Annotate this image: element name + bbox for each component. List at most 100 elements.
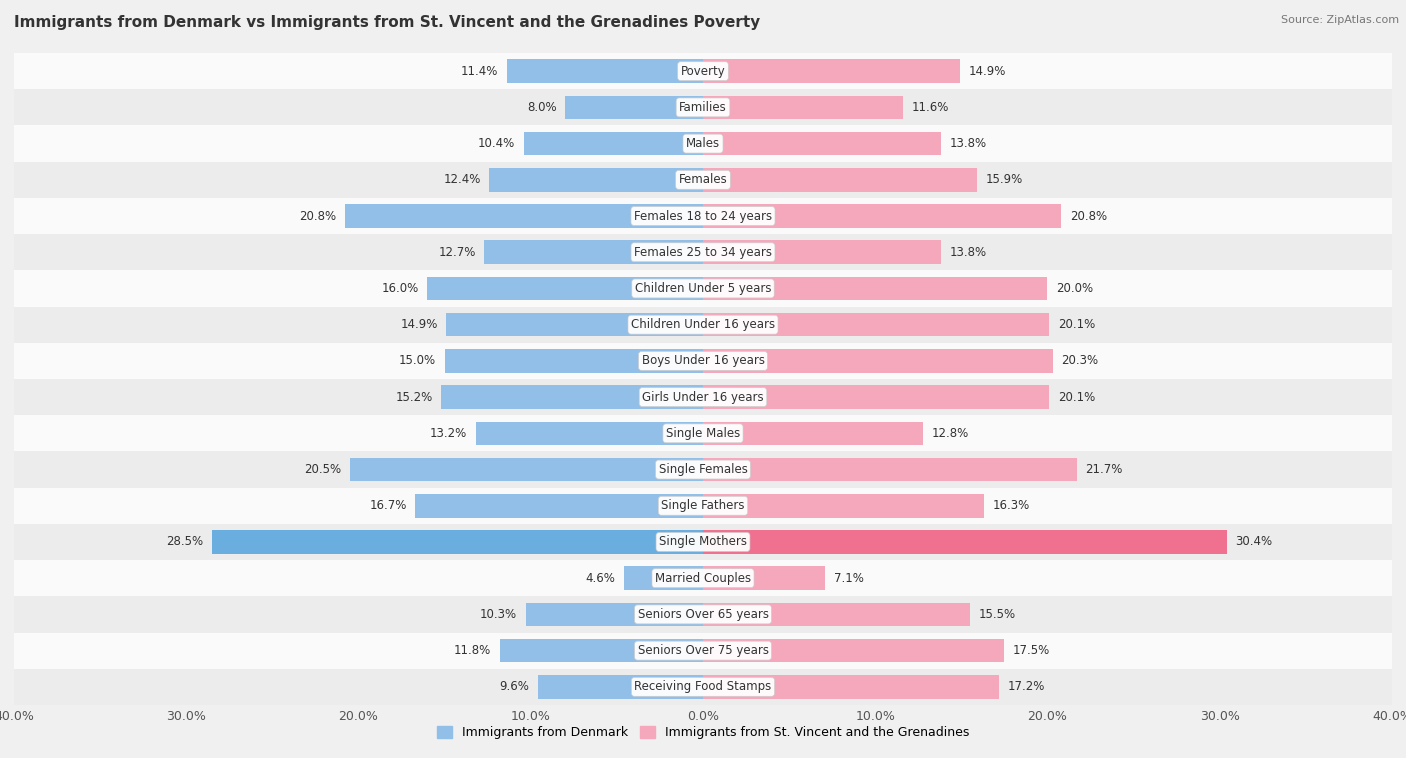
Text: 15.9%: 15.9% — [986, 174, 1022, 186]
Text: 15.0%: 15.0% — [399, 355, 436, 368]
Bar — [703, 494, 984, 518]
Text: Source: ZipAtlas.com: Source: ZipAtlas.com — [1281, 15, 1399, 25]
Bar — [444, 349, 703, 373]
Bar — [14, 560, 1392, 597]
Bar — [703, 96, 903, 119]
Text: Females 18 to 24 years: Females 18 to 24 years — [634, 209, 772, 223]
Text: Married Couples: Married Couples — [655, 572, 751, 584]
Text: Females: Females — [679, 174, 727, 186]
Bar — [427, 277, 703, 300]
Bar — [703, 458, 1077, 481]
Text: 20.0%: 20.0% — [1056, 282, 1094, 295]
Text: 9.6%: 9.6% — [499, 681, 529, 694]
Text: 30.4%: 30.4% — [1236, 535, 1272, 549]
Text: Children Under 5 years: Children Under 5 years — [634, 282, 772, 295]
Text: 13.2%: 13.2% — [430, 427, 467, 440]
Text: Seniors Over 75 years: Seniors Over 75 years — [637, 644, 769, 657]
Bar — [703, 168, 977, 192]
Bar — [14, 89, 1392, 126]
Text: Single Fathers: Single Fathers — [661, 500, 745, 512]
Bar — [565, 96, 703, 119]
Text: Single Males: Single Males — [666, 427, 740, 440]
Bar — [703, 204, 1062, 228]
Bar — [703, 530, 1226, 554]
Text: 11.8%: 11.8% — [454, 644, 491, 657]
Text: Males: Males — [686, 137, 720, 150]
Text: 12.7%: 12.7% — [439, 246, 475, 258]
Bar — [703, 566, 825, 590]
Text: 20.3%: 20.3% — [1062, 355, 1098, 368]
Bar — [499, 639, 703, 662]
Text: 15.2%: 15.2% — [395, 390, 433, 403]
Bar — [703, 240, 941, 264]
Bar — [703, 349, 1053, 373]
Bar — [475, 421, 703, 445]
Bar — [14, 487, 1392, 524]
Bar — [703, 603, 970, 626]
Bar — [14, 343, 1392, 379]
Text: Boys Under 16 years: Boys Under 16 years — [641, 355, 765, 368]
Text: 4.6%: 4.6% — [585, 572, 616, 584]
Bar — [14, 161, 1392, 198]
Bar — [703, 59, 960, 83]
Bar — [212, 530, 703, 554]
Bar — [14, 524, 1392, 560]
Text: 17.5%: 17.5% — [1012, 644, 1050, 657]
Text: 28.5%: 28.5% — [166, 535, 204, 549]
Text: 11.4%: 11.4% — [461, 64, 498, 77]
Bar — [14, 53, 1392, 89]
Bar — [703, 132, 941, 155]
Bar — [703, 385, 1049, 409]
Bar — [524, 132, 703, 155]
Text: 10.3%: 10.3% — [479, 608, 517, 621]
Text: 21.7%: 21.7% — [1085, 463, 1123, 476]
Bar — [14, 234, 1392, 271]
Bar — [624, 566, 703, 590]
Text: Single Females: Single Females — [658, 463, 748, 476]
Text: 20.8%: 20.8% — [1070, 209, 1107, 223]
Bar — [14, 597, 1392, 632]
Text: 14.9%: 14.9% — [401, 318, 437, 331]
Text: Seniors Over 65 years: Seniors Over 65 years — [637, 608, 769, 621]
Text: 8.0%: 8.0% — [527, 101, 557, 114]
Text: 7.1%: 7.1% — [834, 572, 863, 584]
Text: Poverty: Poverty — [681, 64, 725, 77]
Text: 20.5%: 20.5% — [304, 463, 342, 476]
Bar — [14, 126, 1392, 161]
Bar — [537, 675, 703, 699]
Text: Children Under 16 years: Children Under 16 years — [631, 318, 775, 331]
Bar — [415, 494, 703, 518]
Bar — [703, 313, 1049, 337]
Text: Immigrants from Denmark vs Immigrants from St. Vincent and the Grenadines Povert: Immigrants from Denmark vs Immigrants fr… — [14, 15, 761, 30]
Bar — [14, 415, 1392, 452]
Text: 16.0%: 16.0% — [381, 282, 419, 295]
Text: 20.8%: 20.8% — [299, 209, 336, 223]
Text: 11.6%: 11.6% — [911, 101, 949, 114]
Text: 12.4%: 12.4% — [443, 174, 481, 186]
Bar — [14, 271, 1392, 306]
Bar — [441, 385, 703, 409]
Text: Families: Families — [679, 101, 727, 114]
Text: 16.7%: 16.7% — [370, 500, 406, 512]
Text: 13.8%: 13.8% — [949, 246, 987, 258]
Bar — [344, 204, 703, 228]
Bar — [703, 675, 1000, 699]
Bar — [489, 168, 703, 192]
Bar — [526, 603, 703, 626]
Text: 15.5%: 15.5% — [979, 608, 1015, 621]
Text: 20.1%: 20.1% — [1057, 390, 1095, 403]
Legend: Immigrants from Denmark, Immigrants from St. Vincent and the Grenadines: Immigrants from Denmark, Immigrants from… — [432, 722, 974, 744]
Text: 17.2%: 17.2% — [1008, 681, 1045, 694]
Bar — [506, 59, 703, 83]
Text: 14.9%: 14.9% — [969, 64, 1005, 77]
Bar — [14, 452, 1392, 487]
Bar — [14, 198, 1392, 234]
Bar — [14, 632, 1392, 669]
Text: Females 25 to 34 years: Females 25 to 34 years — [634, 246, 772, 258]
Bar — [350, 458, 703, 481]
Bar — [14, 379, 1392, 415]
Text: 13.8%: 13.8% — [949, 137, 987, 150]
Bar — [703, 639, 1004, 662]
Text: 16.3%: 16.3% — [993, 500, 1029, 512]
Bar — [703, 277, 1047, 300]
